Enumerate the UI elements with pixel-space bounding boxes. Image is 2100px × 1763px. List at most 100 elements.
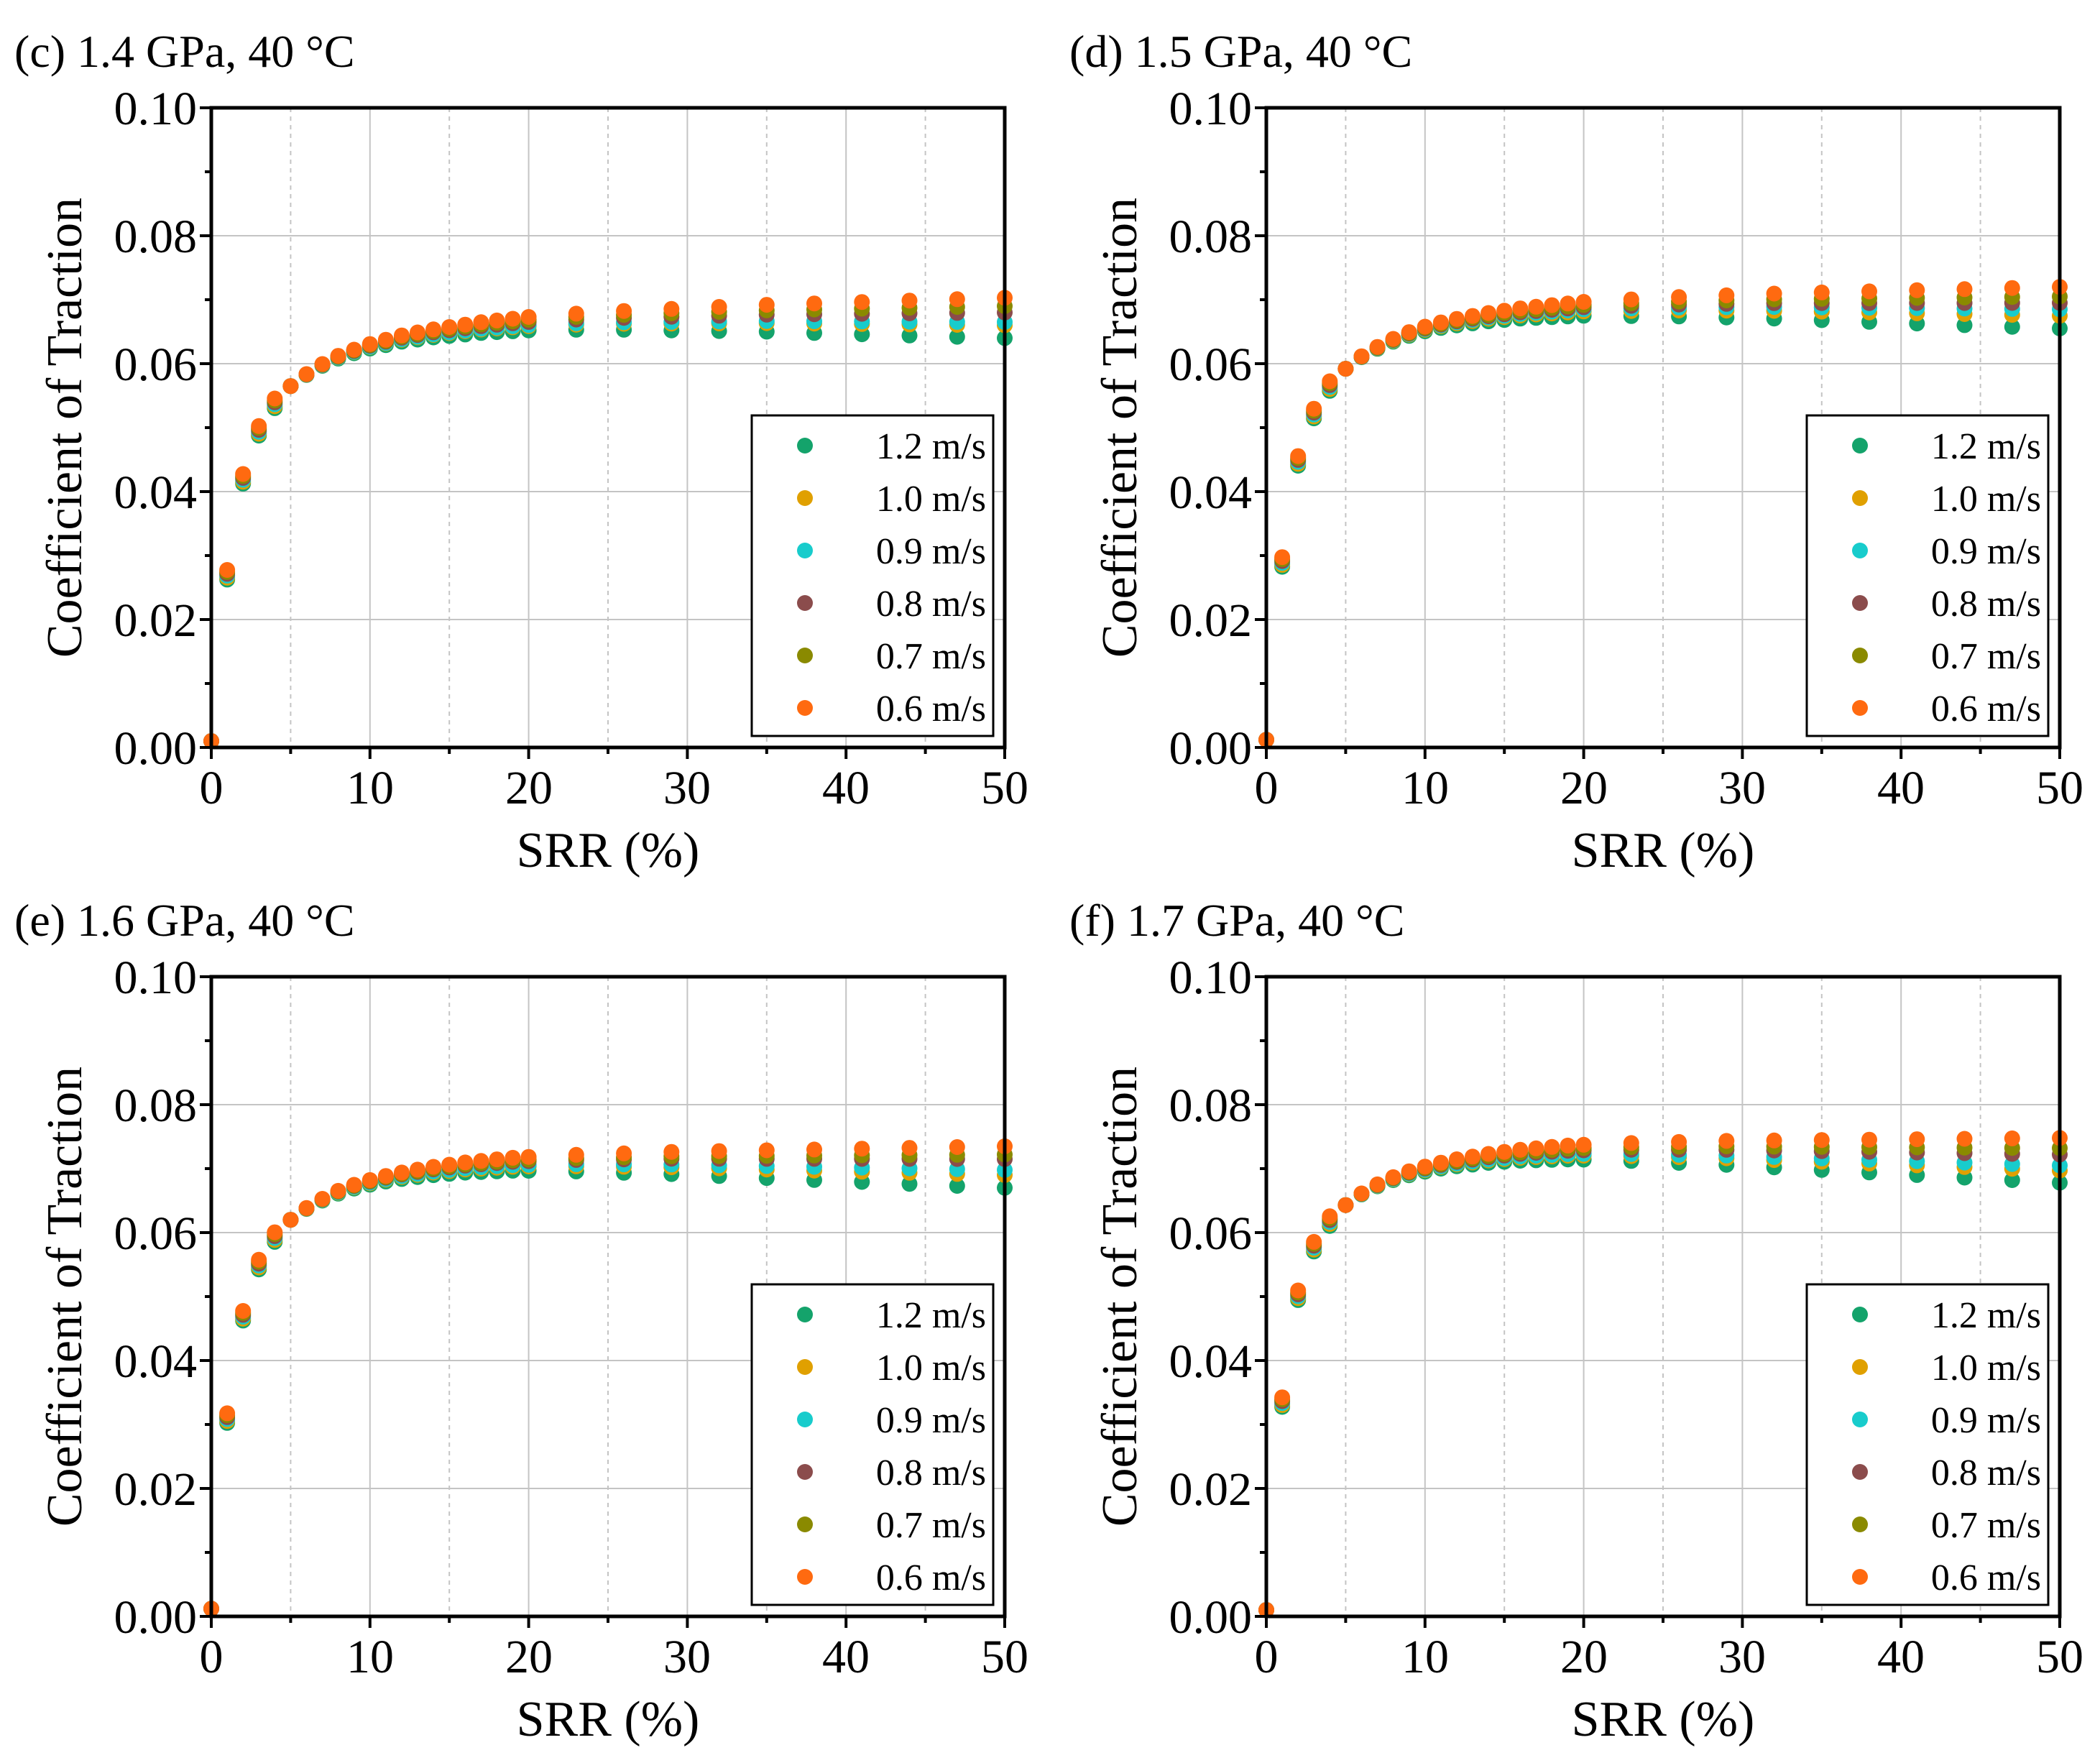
legend-label: 0.6 m/s [1931, 1557, 2041, 1598]
data-point [663, 1143, 680, 1160]
data-point [298, 366, 315, 382]
data-point [1560, 295, 1576, 312]
data-point [1290, 448, 1307, 464]
data-point [901, 1140, 918, 1156]
legend-marker [1852, 700, 1868, 716]
legend-label: 0.7 m/s [1931, 1505, 2041, 1546]
legend-label: 0.8 m/s [1931, 1453, 2041, 1493]
legend-marker [797, 1359, 813, 1375]
legend-marker [797, 490, 813, 506]
data-point [1353, 1185, 1370, 1202]
data-point [1575, 1136, 1592, 1153]
legend-label: 1.2 m/s [1931, 426, 2041, 467]
x-tick-label: 10 [1401, 1631, 1449, 1683]
x-tick-label: 30 [1718, 1631, 1766, 1683]
data-point [520, 1149, 537, 1165]
data-point [1417, 318, 1433, 335]
legend: 1.2 m/s 1.0 m/s 0.9 m/s 0.8 m/s 0.7 m/s … [1805, 414, 2050, 737]
legend-marker [797, 1307, 813, 1322]
x-tick-label: 10 [346, 762, 394, 814]
x-tick-label: 40 [1877, 1631, 1925, 1683]
legend-box [1805, 1283, 2050, 1606]
data-point [1575, 294, 1592, 310]
data-point [1480, 305, 1497, 321]
data-point [1718, 287, 1735, 303]
y-tick-label: 0.10 [114, 952, 198, 1004]
data-point [441, 319, 458, 335]
x-tick-label: 0 [1255, 1631, 1279, 1683]
y-tick-labels: 0.00 0.02 0.04 0.06 0.08 0.10 [114, 952, 198, 1644]
legend: 1.2 m/s 1.0 m/s 0.9 m/s 0.8 m/s 0.7 m/s … [750, 1283, 995, 1606]
x-tick-label: 40 [822, 1631, 870, 1683]
data-point [1465, 308, 1480, 324]
y-tick-label: 0.06 [1169, 1207, 1253, 1260]
y-axis-label: Coefficient of Traction [37, 198, 93, 658]
legend-label: 0.8 m/s [876, 584, 986, 625]
data-point [1480, 1146, 1497, 1162]
data-point [1306, 400, 1322, 417]
y-tick-label: 0.00 [114, 1591, 198, 1644]
data-point [1623, 1135, 1639, 1151]
data-point [361, 1172, 378, 1188]
legend-label: 0.9 m/s [1931, 531, 2041, 572]
legend-label: 0.7 m/s [1931, 636, 2041, 677]
legend-marker [1852, 1569, 1868, 1585]
data-point [314, 356, 331, 372]
legend-label: 1.0 m/s [876, 1348, 986, 1389]
data-point [346, 341, 362, 358]
x-tick-label: 20 [505, 1631, 553, 1683]
data-point [1496, 303, 1513, 319]
y-tick-label: 0.10 [1169, 952, 1253, 1004]
data-point [1369, 339, 1386, 355]
data-point [346, 1177, 362, 1193]
legend-marker [1852, 438, 1868, 454]
legend-marker [1852, 1464, 1868, 1480]
legend-label: 1.2 m/s [876, 1295, 986, 1336]
data-point [854, 1141, 870, 1157]
x-tick-label: 50 [981, 762, 1028, 814]
y-tick-label: 0.06 [114, 1207, 198, 1260]
data-point [361, 336, 378, 352]
data-point [1813, 284, 1830, 300]
legend-marker [1852, 543, 1868, 558]
legend-marker [1852, 648, 1868, 663]
x-tick-label: 20 [1560, 1631, 1608, 1683]
ticks [1255, 975, 2061, 1628]
y-tick-labels: 0.00 0.02 0.04 0.06 0.08 0.10 [1169, 83, 1253, 775]
data-point [901, 1176, 918, 1192]
data-point [806, 1141, 822, 1158]
legend-marker [797, 700, 813, 716]
x-tick-label: 50 [2036, 762, 2083, 814]
data-point [1274, 1389, 1291, 1406]
legend-label: 0.8 m/s [1931, 584, 2041, 625]
data-points [1258, 279, 2068, 748]
data-point [949, 291, 965, 308]
data-point [1671, 289, 1687, 305]
data-point [1401, 324, 1417, 341]
data-point [457, 1154, 474, 1171]
legend-marker [797, 1516, 813, 1532]
data-point [1401, 1163, 1417, 1179]
data-point [1813, 1132, 1830, 1149]
data-point [711, 1143, 727, 1159]
legend-marker [1852, 1412, 1868, 1427]
legend-box [750, 414, 995, 737]
data-point [1322, 373, 1338, 390]
x-tick-label: 0 [200, 762, 224, 814]
data-point [1956, 1131, 1973, 1147]
legend-label: 1.0 m/s [1931, 1348, 2041, 1389]
legend-label: 0.8 m/s [876, 1453, 986, 1493]
y-tick-label: 0.06 [114, 339, 198, 391]
x-tick-label: 30 [1718, 762, 1766, 814]
y-tick-label: 0.00 [114, 722, 198, 775]
data-point [282, 378, 299, 395]
y-axis-label: Coefficient of Traction [1092, 1067, 1148, 1527]
data-point [1512, 300, 1529, 317]
y-tick-labels: 0.00 0.02 0.04 0.06 0.08 0.10 [1169, 952, 1253, 1644]
data-point [1496, 1143, 1513, 1160]
panel-title: (e) 1.6 GPa, 40 °C [14, 895, 355, 946]
data-point [1909, 282, 1925, 298]
data-point [1353, 348, 1370, 364]
data-point [1861, 1131, 1877, 1148]
